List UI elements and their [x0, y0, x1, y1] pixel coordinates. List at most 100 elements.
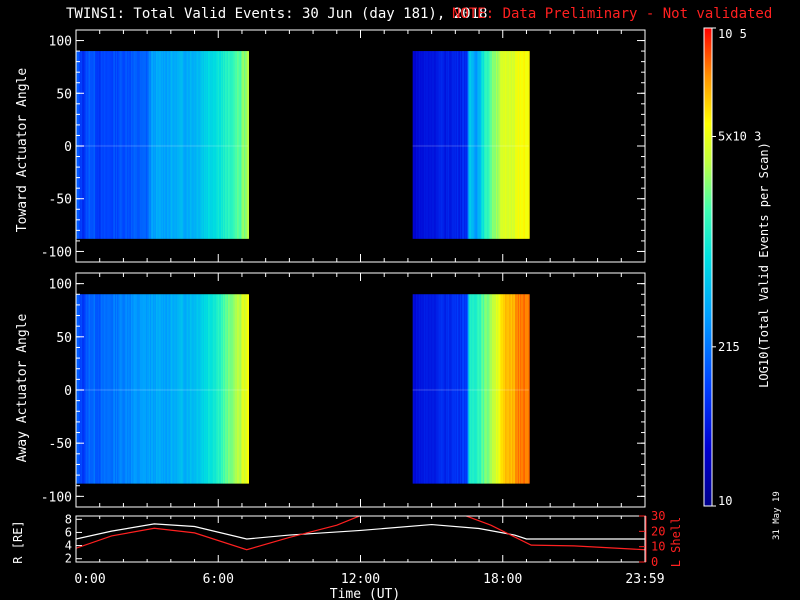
heat-column — [446, 51, 449, 239]
heat-column — [147, 294, 149, 484]
heat-column — [453, 51, 455, 239]
heat-column — [522, 51, 525, 239]
heat-column — [425, 294, 428, 484]
heat-column — [76, 51, 79, 239]
heat-column — [119, 294, 121, 484]
heat-column — [515, 51, 517, 239]
zero-angle-stripe — [412, 144, 529, 147]
heat-column — [209, 51, 212, 239]
heat-column — [148, 294, 150, 484]
heat-column — [123, 51, 125, 239]
heat-column — [129, 294, 131, 484]
heat-column — [119, 51, 121, 239]
heat-column — [210, 294, 213, 484]
heat-column — [202, 294, 204, 484]
heat-column — [214, 294, 216, 484]
heat-column — [167, 294, 170, 484]
heat-column — [99, 294, 102, 484]
heat-column — [512, 51, 514, 239]
heat-column — [113, 51, 116, 239]
heat-column — [152, 51, 155, 239]
heat-column — [431, 294, 433, 484]
heat-column — [484, 51, 487, 239]
heat-column — [103, 51, 105, 239]
heat-column — [105, 294, 107, 484]
heat-column — [177, 51, 179, 239]
heat-column — [110, 294, 112, 484]
colorbar-tick-label: 5x10 3 — [718, 130, 761, 144]
colorbar-tick-label: 10 5 — [718, 27, 747, 41]
heat-column — [86, 294, 88, 484]
heat-column — [80, 51, 83, 239]
heat-column — [76, 294, 78, 484]
heat-column — [113, 294, 116, 484]
heat-column — [166, 294, 168, 484]
heat-column — [500, 51, 503, 239]
heat-column — [498, 51, 501, 239]
heat-column — [143, 51, 145, 239]
heat-column — [226, 51, 229, 239]
heat-column — [145, 51, 147, 239]
heat-column — [437, 294, 439, 484]
heat-column — [138, 51, 140, 239]
heat-column — [414, 294, 416, 484]
heat-column — [527, 294, 529, 484]
heat-column — [114, 294, 117, 484]
y-tick-label: 0 — [64, 140, 72, 155]
heat-column — [520, 294, 523, 484]
y-tick-label: 2 — [65, 552, 72, 566]
lshell-line — [76, 516, 645, 551]
heat-column — [246, 294, 249, 484]
heat-column — [423, 51, 425, 239]
heat-column — [479, 51, 482, 239]
heat-column — [420, 51, 422, 239]
heat-column — [91, 51, 93, 239]
heat-column — [517, 294, 520, 484]
heat-column — [182, 294, 184, 484]
heat-column — [128, 51, 130, 239]
heat-column — [427, 51, 430, 239]
heat-column — [134, 51, 137, 239]
heat-column — [443, 294, 446, 484]
heat-column — [124, 51, 126, 239]
heat-column — [130, 51, 132, 239]
heat-column — [133, 51, 136, 239]
heat-column — [473, 294, 475, 484]
heat-column — [232, 294, 234, 484]
heat-column — [443, 51, 445, 239]
heat-column — [204, 51, 207, 239]
heat-column — [204, 294, 206, 484]
data-block — [412, 294, 530, 484]
heat-column — [181, 51, 183, 239]
heat-column — [438, 51, 440, 239]
heat-column — [483, 294, 486, 484]
heat-column — [202, 51, 204, 239]
heat-column — [172, 51, 175, 239]
heat-column — [82, 294, 84, 484]
heat-column — [120, 294, 122, 484]
heat-column — [197, 294, 199, 484]
heat-column — [118, 294, 121, 484]
heat-column — [245, 294, 248, 484]
heat-column — [507, 51, 509, 239]
heat-column — [201, 294, 203, 484]
heat-column — [247, 294, 249, 484]
heat-column — [446, 294, 449, 484]
heat-column — [112, 51, 114, 239]
heat-column — [209, 294, 212, 484]
y-tick-label: 100 — [49, 35, 72, 50]
heat-column — [494, 294, 496, 484]
heat-column — [445, 294, 448, 484]
heat-column — [435, 51, 437, 239]
heat-column — [168, 51, 171, 239]
heat-column — [115, 294, 118, 484]
heat-column — [470, 294, 472, 484]
heat-column — [459, 294, 461, 484]
heat-column — [521, 51, 524, 239]
heat-column — [122, 294, 124, 484]
heat-column — [76, 51, 78, 239]
away-angle-panel: 100 50 0 -50 -100 — [41, 272, 646, 508]
heat-column — [469, 51, 471, 239]
heat-column — [78, 294, 81, 484]
heat-column — [461, 294, 464, 484]
